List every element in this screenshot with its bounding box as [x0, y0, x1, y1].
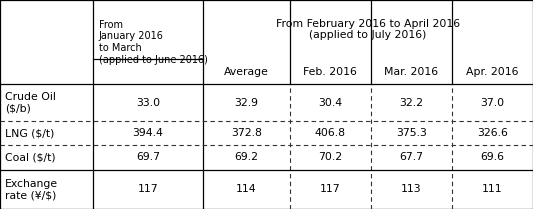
- Text: Mar. 2016: Mar. 2016: [384, 67, 439, 77]
- Text: 69.7: 69.7: [136, 152, 160, 162]
- Text: 33.0: 33.0: [136, 98, 160, 108]
- Text: 69.2: 69.2: [234, 152, 258, 162]
- Text: 372.8: 372.8: [231, 128, 262, 138]
- Text: 406.8: 406.8: [315, 128, 346, 138]
- Text: From February 2016 to April 2016
(applied to July 2016): From February 2016 to April 2016 (applie…: [276, 19, 460, 40]
- Text: Exchange
rate (¥/$): Exchange rate (¥/$): [5, 178, 59, 200]
- Text: 111: 111: [482, 184, 503, 194]
- Text: 326.6: 326.6: [477, 128, 508, 138]
- Text: 70.2: 70.2: [318, 152, 342, 162]
- Text: 114: 114: [236, 184, 256, 194]
- Text: Coal ($/t): Coal ($/t): [5, 152, 56, 162]
- Text: 32.9: 32.9: [234, 98, 258, 108]
- Text: 113: 113: [401, 184, 422, 194]
- Text: Feb. 2016: Feb. 2016: [303, 67, 357, 77]
- Text: 375.3: 375.3: [396, 128, 427, 138]
- Text: Crude Oil
($/b): Crude Oil ($/b): [5, 92, 56, 113]
- Text: 117: 117: [320, 184, 341, 194]
- Text: From
January 2016
to March
(applied to June 2016): From January 2016 to March (applied to J…: [99, 20, 207, 65]
- Text: 394.4: 394.4: [133, 128, 164, 138]
- Text: Average: Average: [224, 67, 269, 77]
- Text: 117: 117: [138, 184, 158, 194]
- Text: 69.6: 69.6: [480, 152, 504, 162]
- Text: 32.2: 32.2: [399, 98, 423, 108]
- Text: Apr. 2016: Apr. 2016: [466, 67, 519, 77]
- Text: 37.0: 37.0: [480, 98, 505, 108]
- Text: 67.7: 67.7: [399, 152, 423, 162]
- Text: 30.4: 30.4: [318, 98, 342, 108]
- Text: LNG ($/t): LNG ($/t): [5, 128, 55, 138]
